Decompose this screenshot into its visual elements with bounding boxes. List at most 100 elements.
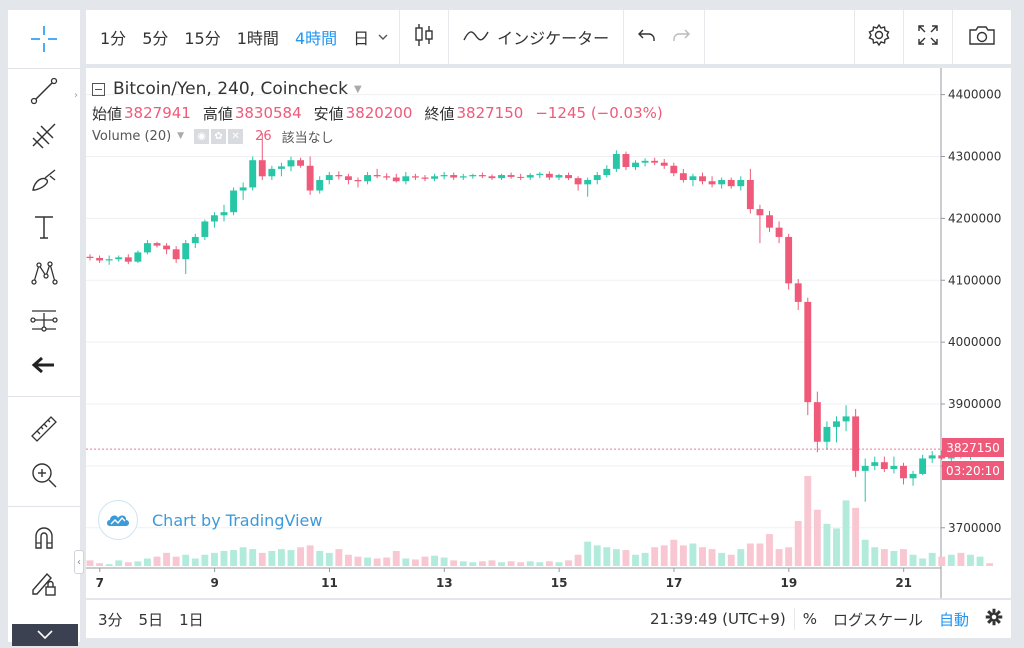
volume-bar — [679, 545, 687, 566]
chevron-down-icon — [377, 28, 389, 47]
volume-bar — [297, 547, 305, 566]
candle-body — [210, 215, 218, 222]
brush-icon — [29, 166, 59, 196]
magnet-icon — [29, 522, 59, 552]
back-tool[interactable] — [8, 344, 80, 386]
candle-body — [287, 160, 295, 167]
more-tools-chevron-icon[interactable]: › — [74, 90, 78, 101]
volume-bar — [383, 557, 391, 566]
zoom-tool[interactable] — [8, 454, 80, 496]
auto-scale-toggle[interactable]: 自動 — [938, 610, 969, 629]
range-1d[interactable]: 1日 — [179, 610, 204, 629]
range-5d[interactable]: 5日 — [138, 610, 164, 629]
collapse-legend-icon[interactable] — [92, 82, 105, 96]
candle-body — [689, 176, 697, 181]
volume-bar — [325, 552, 333, 566]
redo-button[interactable] — [664, 10, 704, 64]
candle-body — [871, 462, 879, 466]
chart-panel[interactable]: 4400000 4300000 4200000 4100000 4000000 39000… — [86, 68, 1011, 598]
trendline-tool[interactable] — [8, 70, 80, 112]
candle-body — [220, 212, 228, 216]
volume-bar — [919, 558, 927, 566]
collapse-toolbar-button[interactable]: ‹ — [74, 550, 84, 574]
chart-legend: Bitcoin/Yen, 240, Coincheck ▼ 始値 3827941… — [92, 78, 675, 146]
candle-body — [124, 257, 132, 262]
volume-bar — [794, 521, 802, 566]
price-chart[interactable]: 4400000 4300000 4200000 4100000 4000000 39000… — [86, 68, 1011, 598]
fullscreen-button[interactable] — [904, 10, 952, 64]
timeframe-5m[interactable]: 5分 — [142, 29, 169, 48]
caret-down-icon[interactable]: ▼ — [177, 131, 185, 141]
candle-body — [258, 160, 266, 177]
candle-body — [679, 173, 687, 181]
timeframe-1m[interactable]: 1分 — [100, 29, 127, 48]
text-tool[interactable] — [8, 206, 80, 248]
volume-bar — [163, 552, 171, 566]
candle-body — [459, 176, 467, 178]
volume-bar — [689, 543, 697, 566]
brush-tool[interactable] — [8, 160, 80, 202]
candle-body — [842, 416, 850, 422]
lock-pencil-icon — [29, 568, 59, 598]
volume-bar — [86, 560, 94, 566]
volume-bar — [842, 500, 850, 566]
timeframe-4h[interactable]: 4時間 — [294, 29, 338, 48]
volume-bar — [651, 547, 659, 566]
log-scale-toggle[interactable]: ログスケール — [832, 610, 923, 629]
timeframe-15m[interactable]: 15分 — [184, 29, 221, 48]
ruler-tool[interactable] — [8, 408, 80, 450]
time-tick-label: 15 — [551, 576, 568, 590]
more-timeframes-button[interactable] — [377, 10, 399, 64]
tradingview-watermark[interactable]: Chart by TradingView — [98, 500, 322, 540]
gear-icon[interactable]: ✿ — [211, 128, 227, 144]
percent-toggle[interactable]: % — [802, 610, 817, 628]
candle-body — [306, 165, 314, 191]
candle-body — [565, 175, 572, 179]
crosshair-tool[interactable] — [8, 18, 80, 60]
lock-drawing-tool[interactable] — [8, 562, 80, 604]
volume-bar — [450, 560, 458, 566]
range-3m[interactable]: 3分 — [98, 610, 123, 629]
timeframe-1d[interactable]: 日 — [353, 29, 370, 48]
clock-time[interactable]: 21:39:49 (UTC+9) — [650, 610, 786, 628]
trash-tool[interactable] — [12, 624, 78, 646]
candle-body — [277, 166, 285, 169]
indicators-label: インジケーター — [497, 29, 610, 48]
eye-icon[interactable]: ◉ — [194, 128, 210, 144]
volume-bar — [967, 554, 974, 566]
close-icon[interactable]: ✕ — [228, 128, 244, 144]
candle-body — [182, 243, 190, 260]
volume-bar — [785, 547, 793, 566]
undo-button[interactable] — [624, 10, 664, 64]
volume-bar — [421, 556, 429, 566]
settings-button[interactable] — [855, 10, 903, 64]
volume-indicator-label[interactable]: Volume (20) — [92, 128, 172, 144]
volume-bar — [746, 543, 754, 566]
time-tick-label: 9 — [210, 576, 218, 590]
volume-bar — [976, 556, 984, 566]
indicators-button[interactable]: インジケーター — [449, 10, 623, 64]
volume-bar — [498, 562, 505, 566]
snapshot-button[interactable] — [953, 10, 1011, 64]
candle-body — [517, 176, 525, 178]
volume-bar — [478, 561, 486, 566]
bottom-toolbar: 3分 5日 1日 21:39:49 (UTC+9) % ログスケール 自動 — [86, 600, 1011, 638]
prediction-tool[interactable] — [8, 298, 80, 340]
pattern-icon — [29, 258, 59, 288]
undo-icon — [636, 27, 656, 47]
candle-body — [622, 154, 630, 168]
volume-bar — [182, 554, 190, 566]
volume-bar — [249, 549, 257, 566]
pattern-tool[interactable] — [8, 252, 80, 294]
scale-settings-button[interactable] — [977, 600, 1011, 638]
chart-style-button[interactable] — [400, 10, 448, 64]
candle-body — [823, 426, 831, 442]
caret-down-icon[interactable]: ▼ — [354, 83, 362, 95]
fib-tool[interactable] — [8, 114, 80, 156]
timeframe-1h[interactable]: 1時間 — [236, 29, 279, 48]
volume-bar — [861, 539, 869, 566]
fib-icon — [29, 120, 59, 150]
magnet-tool[interactable] — [8, 516, 80, 558]
candle-body — [670, 165, 678, 174]
candle-body — [421, 177, 429, 179]
